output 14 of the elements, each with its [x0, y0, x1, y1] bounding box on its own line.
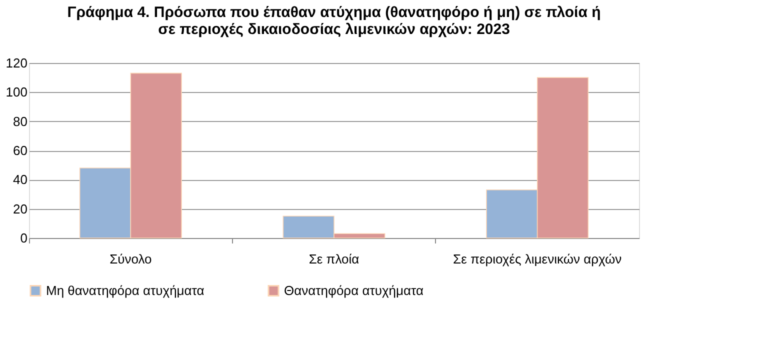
legend-label: Θανατηφόρα ατυχήματα — [284, 282, 424, 298]
text: Γράφημα 4. Πρόσωπα που έπαθαν ατύχημα (θανατηφόρο ή μη) σε πλοία ή — [67, 4, 601, 21]
x-tick-label: Σε περιοχές λιμενικών αρχών — [453, 252, 622, 266]
y-tick-label: 40 — [13, 172, 28, 188]
y-tick-label: 80 — [13, 114, 28, 129]
legend-label: Μη θανατηφόρα ατυχήματα — [46, 282, 205, 298]
text: σε περιοχές δικαιοδοσίας λιμενικών αρχών: 2023 — [158, 21, 510, 38]
y-tick-label: 100 — [6, 84, 28, 100]
y-tick-label: 60 — [13, 143, 28, 158]
y-tick-label: 120 — [6, 56, 28, 70]
y-tick-label: 20 — [13, 201, 28, 216]
x-tick-label: Σύνολο — [110, 252, 152, 266]
y-tick-label: 0 — [20, 230, 28, 246]
x-tick-label: Σε πλοία — [308, 252, 360, 266]
